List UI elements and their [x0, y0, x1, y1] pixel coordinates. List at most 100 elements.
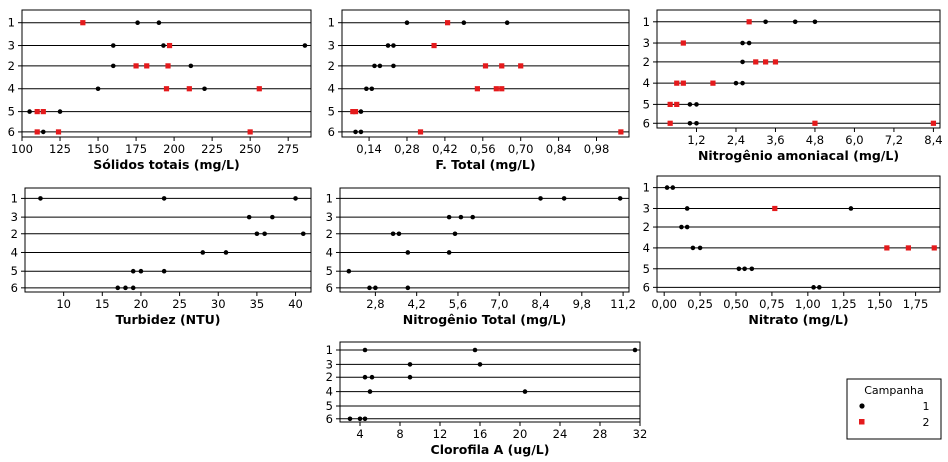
data-point-campanha-1: [270, 214, 275, 220]
x-tick-label: 0,28: [394, 142, 420, 156]
data-point-campanha-2: [499, 86, 505, 92]
data-point-campanha-2: [746, 19, 752, 25]
x-tick-label: 0,56: [470, 142, 496, 156]
y-tick-label: 1: [11, 191, 18, 205]
data-point-campanha-1: [740, 80, 745, 86]
data-point-campanha-1: [302, 43, 308, 48]
panel-frame: [656, 175, 941, 293]
x-axis-title: Clorofila A (ug/L): [431, 442, 550, 457]
panel-3: 1 3 2 4 5 6 1,2 2,4 3,6 4,8 6,0 7,2 8,4 Nitrogênio am…: [643, 9, 943, 163]
x-tick-label: 12: [433, 427, 448, 441]
data-point-campanha-2: [518, 63, 524, 69]
data-point-campanha-1: [161, 43, 166, 48]
data-point-campanha-1: [353, 129, 358, 135]
panel-frame: [656, 9, 941, 129]
y-tick-label: 4: [328, 82, 335, 96]
data-point-campanha-1: [347, 416, 353, 422]
panel-2: 1 3 2 4 5 6 0,14 0,28 0,42 0,56 0,70 0,84 0,98 F. Tot…: [328, 9, 630, 172]
data-point-campanha-2: [256, 86, 262, 92]
y-tick-label: 4: [643, 76, 650, 90]
data-point-campanha-1: [740, 40, 745, 46]
data-point-campanha-1: [763, 19, 768, 25]
data-point-campanha-1: [538, 196, 543, 201]
x-tick-label: 250: [239, 142, 261, 156]
data-point-campanha-1: [300, 231, 306, 237]
data-point-campanha-1: [369, 86, 375, 92]
y-tick-label: 1: [328, 16, 335, 30]
data-point-campanha-1: [372, 63, 377, 69]
data-point-campanha-1: [115, 285, 121, 291]
data-point-campanha-1: [690, 245, 696, 251]
data-point-campanha-1: [746, 40, 752, 46]
data-point-campanha-2: [772, 59, 779, 65]
x-tick-label: 0,00: [651, 297, 677, 311]
data-point-campanha-1: [697, 245, 703, 251]
data-point-campanha-1: [390, 231, 396, 237]
x-tick-label: 2,8: [366, 297, 384, 311]
y-tick-label: 1: [8, 16, 15, 30]
x-tick-label: 8: [396, 427, 403, 441]
x-tick-label: 10: [56, 297, 71, 311]
x-axis-title: Turbidez (NTU): [115, 312, 220, 327]
data-point-campanha-1: [740, 59, 745, 65]
data-point-campanha-1: [458, 214, 464, 220]
y-tick-label: 1: [643, 181, 650, 195]
data-point-campanha-2: [166, 42, 173, 49]
data-point-campanha-1: [405, 285, 411, 291]
x-tick-label: 30: [211, 297, 226, 311]
data-point-campanha-1: [679, 224, 684, 230]
legend-marker-circle: [859, 403, 865, 409]
x-tick-label: 20: [513, 427, 528, 441]
data-point-campanha-1: [367, 285, 372, 291]
y-tick-label: 5: [11, 264, 18, 278]
data-point-campanha-2: [710, 80, 716, 86]
legend-marker-square: [859, 419, 865, 425]
data-point-campanha-1: [733, 80, 739, 86]
data-point-campanha-1: [694, 102, 699, 107]
x-tick-label: 35: [250, 297, 265, 311]
x-axis-title: Nitrogênio Total (mg/L): [403, 312, 566, 327]
y-tick-label: 5: [326, 399, 333, 413]
data-point-campanha-1: [617, 196, 623, 201]
panel-6: 1 3 2 4 5 60,00 0,25 0,50 0,75 1,00 1,25 1,50 1,75 Ni…: [643, 175, 941, 327]
data-point-campanha-1: [405, 250, 411, 255]
y-tick-label: 5: [8, 105, 15, 119]
panel-5: 1 3 2 4 5 6 2,8 4,2 5,6 7,0 8,4 9,8 11,2 Nitrogênio T…: [326, 187, 636, 327]
x-tick-label: 9,8: [573, 297, 591, 311]
y-tick-label: 6: [643, 280, 650, 294]
data-point-campanha-2: [474, 86, 480, 92]
panel-1: 1 3 2 4 5 6 100 125 150 175 200 225 250 275 Sólidos to…: [8, 9, 312, 172]
data-point-campanha-1: [407, 362, 413, 367]
y-tick-label: 2: [326, 370, 333, 384]
data-point-campanha-2: [133, 63, 139, 69]
data-point-campanha-1: [407, 374, 413, 380]
y-tick-label: 3: [11, 210, 18, 224]
data-point-campanha-1: [358, 129, 364, 135]
data-point-campanha-2: [431, 42, 437, 49]
data-point-campanha-2: [499, 63, 505, 69]
panel-frame: [341, 9, 630, 138]
data-point-campanha-1: [477, 362, 483, 367]
data-point-campanha-2: [144, 63, 150, 69]
y-tick-label: 3: [326, 357, 333, 371]
data-point-campanha-1: [161, 268, 167, 274]
data-point-campanha-1: [362, 416, 368, 422]
y-tick-label: 3: [643, 36, 650, 50]
legend-label: 2: [923, 416, 930, 429]
data-point-campanha-1: [749, 266, 755, 272]
x-tick-label: 1,50: [867, 297, 893, 311]
data-point-campanha-2: [905, 245, 911, 251]
data-point-campanha-2: [680, 80, 686, 86]
data-point-campanha-1: [202, 86, 207, 92]
data-point-campanha-1: [391, 43, 396, 48]
x-tick-label: 0,70: [508, 142, 534, 156]
x-tick-label: 11,2: [610, 297, 636, 311]
x-tick-label: 8,4: [924, 133, 942, 147]
x-tick-label: 24: [553, 427, 568, 441]
data-point-campanha-1: [156, 20, 162, 26]
data-point-campanha-1: [694, 120, 699, 126]
y-tick-label: 5: [326, 264, 333, 278]
data-point-campanha-1: [684, 206, 690, 211]
y-tick-label: 2: [8, 59, 15, 73]
